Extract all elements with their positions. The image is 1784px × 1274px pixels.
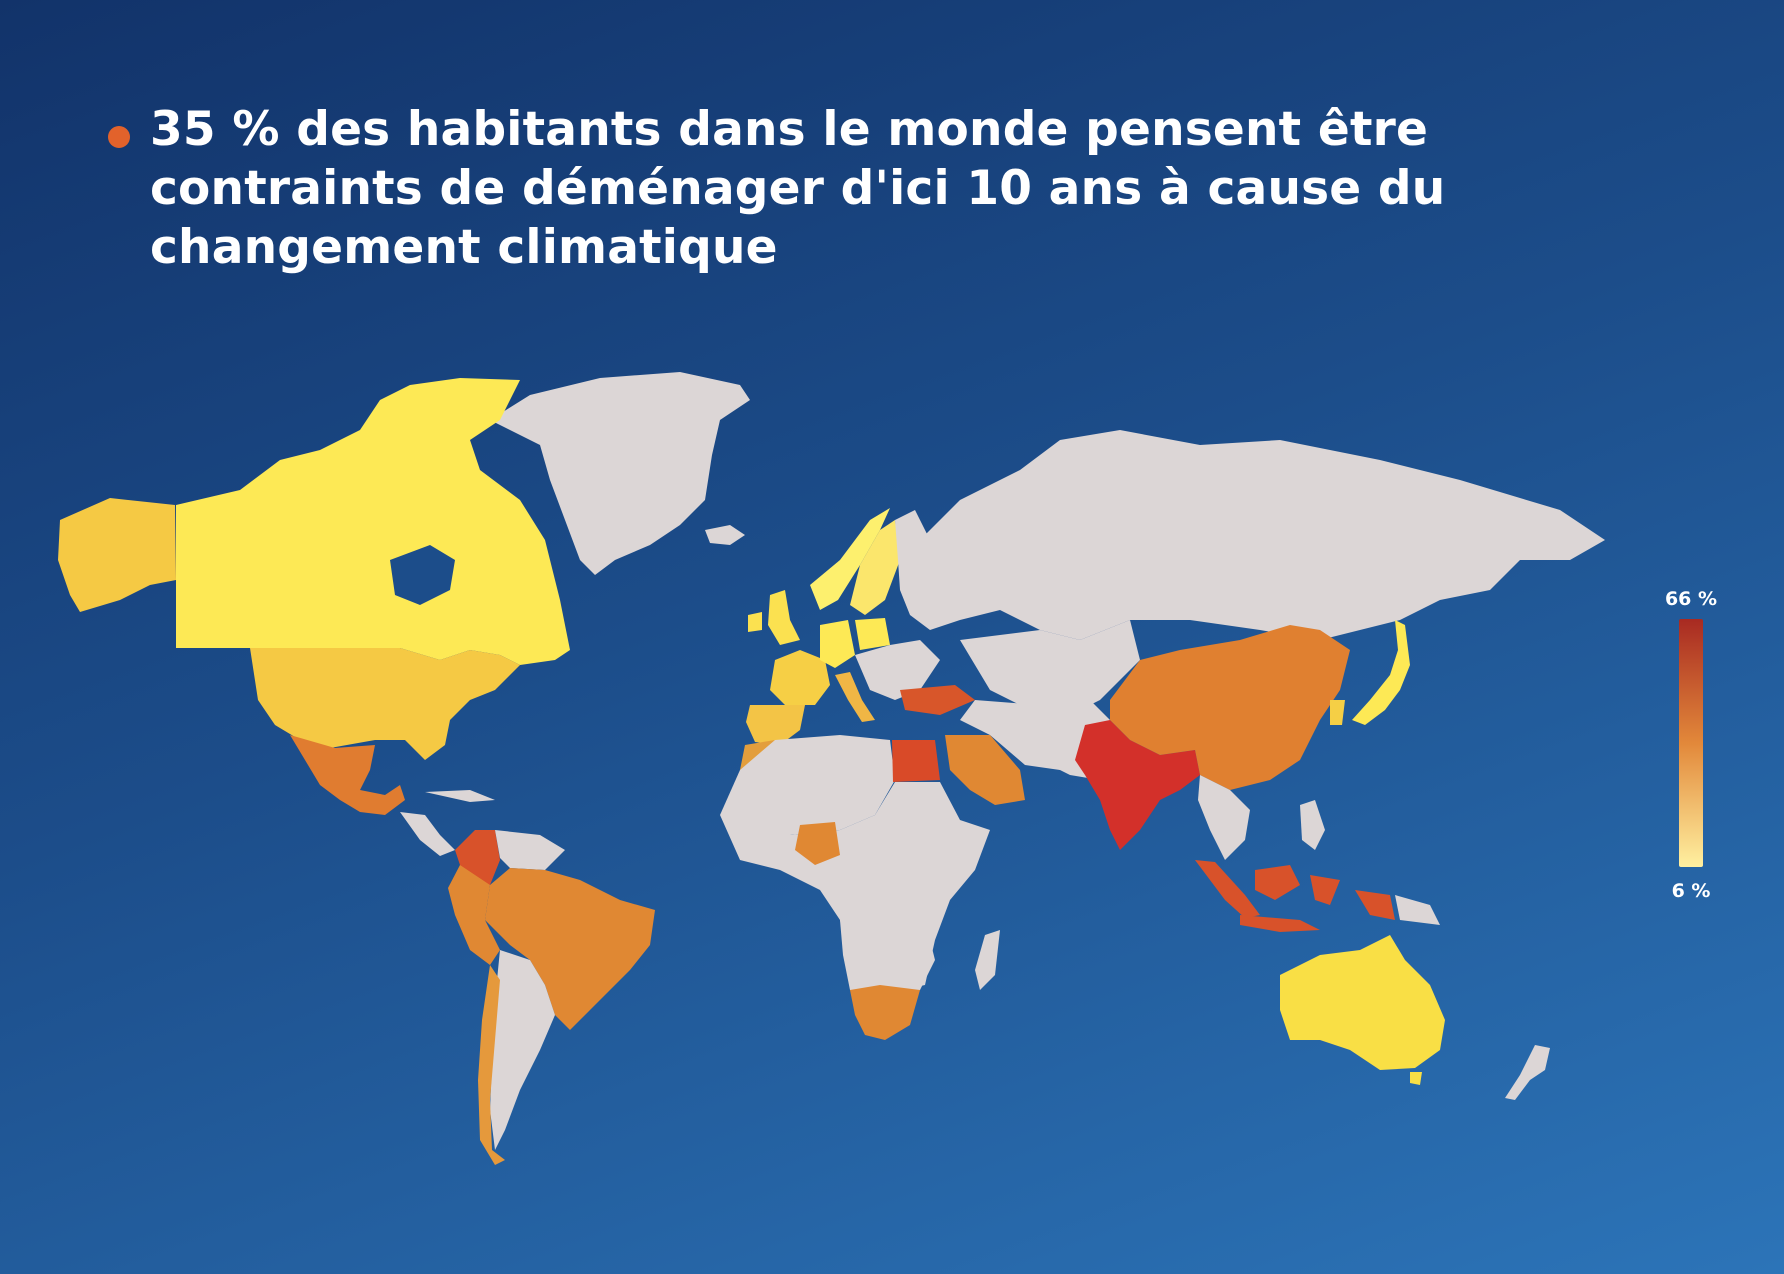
country-usa	[250, 648, 520, 760]
bullet-dot	[108, 126, 130, 148]
country-spain	[746, 705, 805, 745]
country-peru	[448, 865, 500, 965]
hudson-bay	[390, 545, 455, 605]
country-greenland	[490, 372, 750, 575]
country-south-africa	[850, 985, 920, 1040]
region-central-america	[400, 812, 455, 856]
country-finland	[895, 510, 930, 590]
country-canada	[176, 378, 570, 665]
country-indonesia-java	[1240, 915, 1320, 932]
country-china	[1110, 625, 1350, 790]
region-central-asia	[960, 620, 1140, 720]
country-madagascar	[975, 930, 1000, 990]
region-eastern-europe	[855, 640, 940, 700]
country-poland	[855, 618, 890, 650]
country-sweden	[850, 520, 900, 615]
country-australia	[1280, 935, 1445, 1070]
country-argentina	[490, 950, 555, 1150]
headline: 35 % des habitants dans le monde pensent…	[108, 100, 1708, 277]
country-indonesia-sulawesi	[1310, 875, 1340, 905]
region-north-africa	[720, 735, 895, 835]
country-india	[1075, 720, 1200, 850]
country-japan	[1352, 620, 1410, 725]
region-southeast-asia	[1198, 775, 1250, 860]
country-france	[770, 650, 830, 705]
country-norway	[810, 508, 890, 610]
country-alaska	[58, 498, 176, 612]
legend-max-label: 66 %	[1664, 588, 1718, 610]
region-southern-africa	[840, 920, 935, 995]
country-brazil	[485, 868, 655, 1030]
legend-color-bar	[1679, 619, 1703, 867]
country-south-korea	[1330, 700, 1345, 725]
country-germany	[820, 620, 855, 668]
headline-text: 35 % des habitants dans le monde pensent…	[150, 102, 1446, 275]
country-mexico	[290, 735, 405, 815]
country-indonesia-papua	[1355, 890, 1395, 920]
country-new-zealand	[1505, 1045, 1550, 1100]
country-ireland	[748, 612, 762, 632]
country-venezuela	[495, 830, 565, 870]
country-turkey	[900, 685, 975, 715]
country-russia	[900, 430, 1605, 640]
country-italy	[835, 672, 875, 722]
legend-min-label: 6 %	[1671, 880, 1711, 902]
country-indonesia-borneo	[1255, 865, 1300, 900]
country-egypt	[892, 740, 940, 782]
country-uk	[768, 590, 800, 645]
country-chile	[478, 965, 505, 1165]
country-nigeria	[795, 822, 840, 865]
country-tasmania	[1410, 1072, 1422, 1085]
country-indonesia-sumatra	[1195, 860, 1260, 918]
country-philippines	[1300, 800, 1325, 850]
country-saudi-arabia	[945, 735, 1025, 805]
region-caribbean	[425, 790, 495, 802]
country-iceland	[705, 525, 745, 545]
country-png	[1395, 895, 1440, 925]
